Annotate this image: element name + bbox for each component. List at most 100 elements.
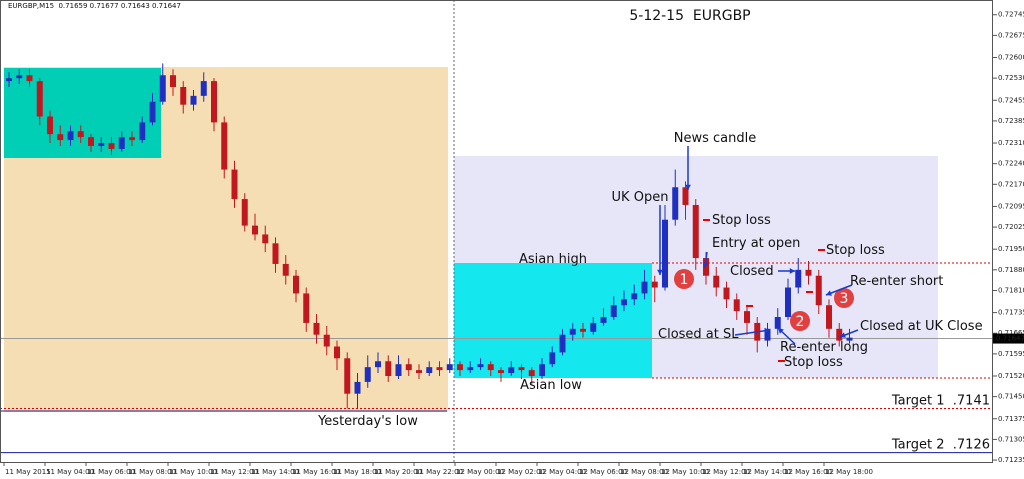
y-tick-label: 0.71375	[998, 415, 1024, 423]
candle-body	[375, 361, 381, 368]
annotation: Re-enter long	[780, 340, 868, 355]
candle-body	[221, 122, 228, 170]
candle-body	[385, 361, 392, 377]
candle-body	[498, 370, 504, 374]
annotation: Asian high	[519, 252, 587, 267]
candle-body	[16, 75, 23, 79]
y-tick-label: 0.71595	[998, 350, 1024, 358]
candle-body	[549, 352, 556, 365]
candle-body	[159, 75, 166, 102]
candle-body	[139, 122, 146, 141]
candle-body	[323, 334, 330, 347]
candle-body	[262, 234, 269, 244]
candle-body	[744, 311, 750, 323]
candle-body	[682, 187, 689, 205]
target-label: Target 1 .7141	[891, 393, 990, 408]
candle-body	[774, 317, 781, 329]
x-tick-label: 11 May 04:00	[46, 468, 94, 476]
candle-body	[129, 137, 135, 141]
annotation: Stop loss	[784, 355, 843, 370]
candle-body	[662, 219, 668, 288]
y-tick-label: 0.71735	[998, 309, 1024, 317]
last-price-box	[993, 333, 1024, 344]
candle-body	[590, 322, 597, 332]
arrow-head	[764, 327, 770, 334]
x-tick-label: 11 May 06:00	[87, 468, 135, 476]
candle-body	[826, 305, 832, 329]
annotation: News candle	[674, 131, 756, 146]
y-tick-label: 0.72745	[998, 11, 1024, 19]
x-tick-label: 12 May 10:00	[661, 468, 709, 476]
candle-body	[467, 367, 474, 371]
y-tick-label: 0.72095	[998, 202, 1024, 210]
arrow-head	[826, 290, 832, 296]
candle-body	[805, 269, 812, 276]
candle-body	[118, 137, 125, 149]
candle-body	[815, 275, 822, 306]
candle-body	[733, 299, 740, 312]
candle-body	[457, 364, 463, 371]
y-tick-label: 0.72675	[998, 31, 1024, 39]
candle-body	[672, 187, 679, 220]
candle-body	[580, 328, 586, 332]
annotation: Closed at SL	[658, 327, 739, 342]
x-tick-label: 11 May 12:00	[210, 468, 258, 476]
x-tick-label: 11 May 18:00	[333, 468, 381, 476]
candle-body	[293, 275, 299, 294]
arrow-head	[702, 262, 709, 268]
chart-title: 5-12-15 EURGBP	[629, 8, 750, 24]
candle-body	[36, 81, 43, 117]
x-tick-label: 12 May 18:00	[825, 468, 873, 476]
candle-body	[303, 293, 310, 323]
plot	[0, 63, 993, 454]
trade-marker-label: 2	[796, 314, 805, 330]
x-tick-label: 12 May 16:00	[784, 468, 832, 476]
y-tick-label: 0.71665	[998, 329, 1024, 337]
candle-body	[723, 287, 730, 300]
plot-frame	[0, 0, 993, 463]
annotation: Closed at UK Close	[860, 319, 983, 334]
y-tick-label: 0.72025	[998, 223, 1024, 231]
candle-body	[26, 75, 33, 82]
x-tick-label: 12 May 02:00	[497, 468, 545, 476]
candle-body	[713, 275, 720, 288]
candle-body	[6, 78, 12, 82]
candle-body	[149, 101, 156, 123]
candle-body	[610, 305, 617, 318]
y-tick-label: 0.71305	[998, 435, 1024, 443]
candle-body	[539, 364, 545, 377]
candle-body	[569, 328, 576, 335]
target-label: Target 2 .7126	[891, 438, 990, 453]
candle-body	[785, 287, 791, 318]
x-tick-label: 12 May 00:00	[456, 468, 504, 476]
candle-body	[334, 346, 340, 359]
annotation: Closed	[730, 264, 774, 279]
x-tick-label: 11 May 22:00	[415, 468, 463, 476]
candle-body	[600, 317, 607, 323]
x-tick-label: 12 May 06:00	[579, 468, 627, 476]
x-tick-label: 12 May 12:00	[702, 468, 750, 476]
x-tick-label: 12 May 14:00	[743, 468, 791, 476]
last-price-label: 0.71647	[996, 335, 1024, 343]
candle-body	[764, 328, 771, 341]
candle-body	[200, 81, 207, 96]
candle-body	[313, 322, 320, 335]
candle-body	[282, 263, 289, 276]
annotation: Stop loss	[826, 243, 885, 258]
candle-body	[416, 370, 422, 374]
arrow-head	[657, 269, 663, 275]
y-tick-label: 0.72455	[998, 96, 1024, 104]
x-tick-label: 11 May 2015	[5, 468, 51, 476]
candle-body	[836, 328, 843, 341]
arrow-head	[789, 268, 795, 274]
candle-body	[395, 364, 402, 377]
candle-body	[795, 269, 802, 288]
trade-marker-label: 1	[680, 272, 689, 288]
annotation: Re-enter short	[850, 274, 943, 289]
